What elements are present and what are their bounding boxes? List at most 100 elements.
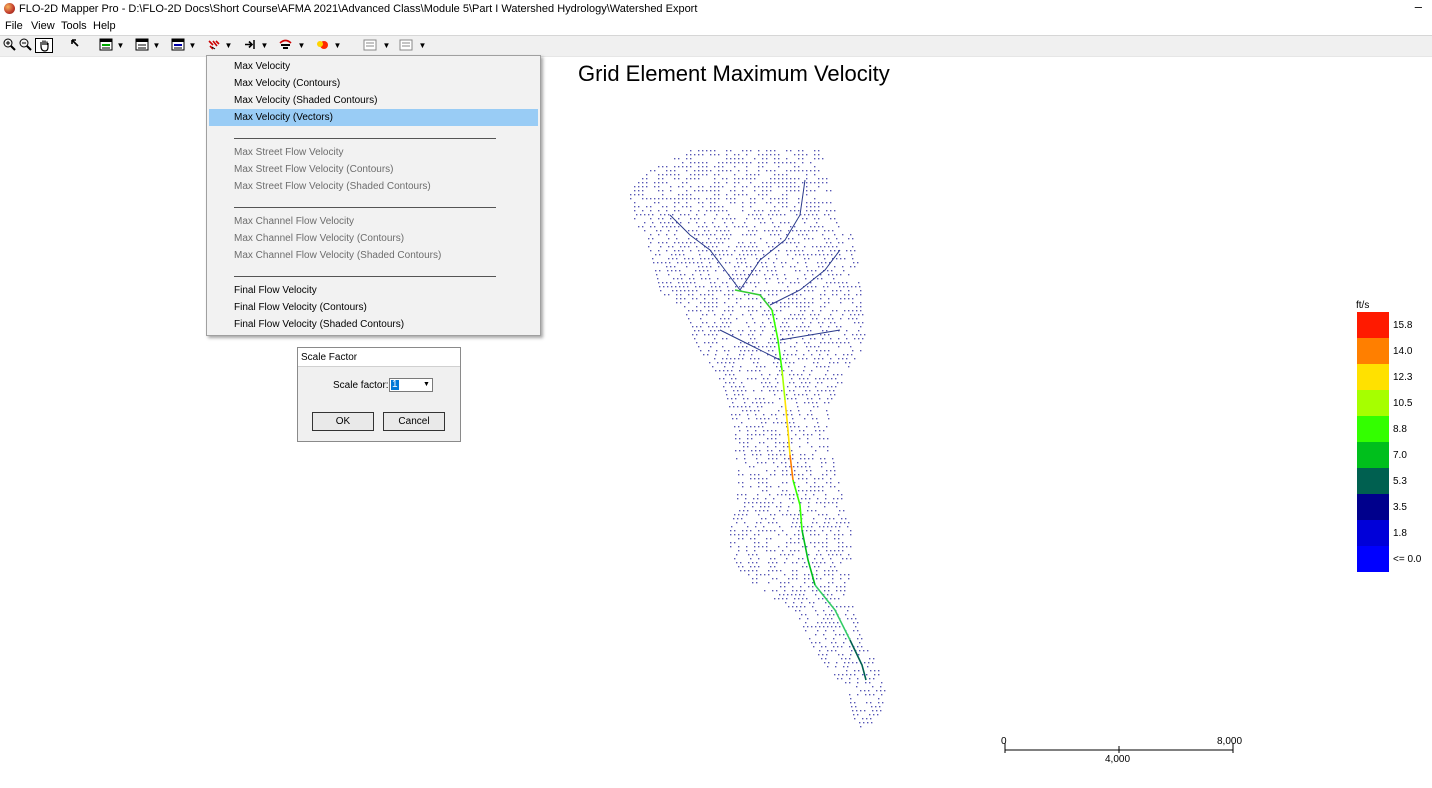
window-title: FLO-2D Mapper Pro - D:\FLO-2D Docs\Short… (19, 3, 698, 15)
menu-item-max-street-flow-velocity-contours: Max Street Flow Velocity (Contours) (234, 164, 394, 175)
scale-bar: 0 4,000 8,000 (995, 733, 1255, 773)
velocity-legend: ft/s 15.8 14.0 12.3 10.5 8.8 7.0 5.3 3.5 1.8 <= 0… (1356, 300, 1426, 575)
hazard-icon[interactable] (278, 38, 293, 53)
tributary-line (739, 179, 806, 291)
title-bar: FLO-2D Mapper Pro - D:\FLO-2D Docs\Short… (0, 0, 1432, 18)
menu-item-max-street-flow-velocity: Max Street Flow Velocity (234, 147, 344, 158)
channel-segment (792, 479, 803, 531)
scale-factor-value[interactable]: 1 (391, 379, 399, 390)
menu-item-max-channel-flow-velocity-shaded-contours: Max Channel Flow Velocity (Shaded Contou… (234, 250, 442, 261)
pan-hand-icon[interactable] (35, 38, 53, 53)
menu-item-max-channel-flow-velocity: Max Channel Flow Velocity (234, 216, 355, 227)
compare-2-icon (399, 38, 414, 53)
channel-segment (771, 309, 783, 371)
channel-segment (734, 289, 773, 311)
legend-swatch (1357, 520, 1389, 546)
legend-swatch (1357, 546, 1389, 572)
menu-item-max-velocity-shaded-contours[interactable]: Max Velocity (Shaded Contours) (234, 95, 378, 106)
velocity-dropdown-arrow[interactable]: ▼ (224, 41, 233, 50)
legend-swatch (1357, 468, 1389, 494)
legend-swatch (1357, 312, 1389, 338)
compare-dropdown-arrow: ▼ (382, 41, 391, 50)
cancel-button[interactable]: Cancel (383, 412, 445, 431)
menu-help[interactable]: Help (93, 20, 116, 32)
scale-tick-0: 0 (1001, 736, 1007, 747)
menu-item-max-velocity-contours[interactable]: Max Velocity (Contours) (234, 78, 341, 89)
menu-item-max-velocity-vectors[interactable]: Max Velocity (Vectors) (209, 109, 538, 126)
legend-label: <= 0.0 (1393, 554, 1422, 565)
legend-swatch (1357, 364, 1389, 390)
menu-file[interactable]: File (5, 20, 23, 32)
channel-segment (784, 399, 791, 456)
grid-elements (630, 150, 886, 728)
tributary-line (779, 329, 841, 341)
legend-label: 15.8 (1393, 320, 1413, 331)
velocity-icon[interactable] (206, 38, 221, 53)
zoom-out-icon[interactable] (18, 38, 33, 53)
ok-button[interactable]: OK (312, 412, 374, 431)
legend-label: 1.8 (1393, 528, 1407, 539)
tributary-line (719, 329, 781, 361)
scale-bar-line (1004, 743, 1234, 753)
toolbar: ▼ ▼ ▼ ▼ ▼ ▼ ▼ ▼ ▼ (0, 35, 1432, 57)
tributary-line (669, 214, 741, 291)
dialog-title: Scale Factor (298, 348, 460, 367)
menu-separator (234, 138, 496, 139)
scale-tick-8000: 8,000 (1217, 736, 1243, 747)
hazard-dropdown-arrow[interactable]: ▼ (297, 41, 306, 50)
legend-swatch (1357, 416, 1389, 442)
velocity-dropdown-menu: Max Velocity Max Velocity (Contours) Max… (206, 55, 541, 336)
legend-swatch (1357, 494, 1389, 520)
channel-segment (781, 369, 786, 401)
menu-item-max-channel-flow-velocity-contours: Max Channel Flow Velocity (Contours) (234, 233, 405, 244)
legend-unit: ft/s (1356, 300, 1370, 311)
legend-label: 12.3 (1393, 372, 1413, 383)
minimize-button[interactable]: – (1414, 0, 1422, 14)
ground-dropdown-arrow[interactable]: ▼ (152, 41, 161, 50)
channel-segment (801, 529, 816, 586)
compare-2-dropdown-arrow: ▼ (418, 41, 427, 50)
menu-view[interactable]: View (31, 20, 55, 32)
menu-item-final-flow-velocity[interactable]: Final Flow Velocity (234, 285, 317, 296)
legend-label: 10.5 (1393, 398, 1413, 409)
map-title: Grid Element Maximum Velocity (578, 61, 890, 86)
legend-label: 7.0 (1393, 450, 1407, 461)
legend-swatch (1357, 338, 1389, 364)
legend-label: 8.8 (1393, 424, 1407, 435)
color-dropdown-arrow[interactable]: ▼ (333, 41, 342, 50)
grid-element-dropdown-arrow[interactable]: ▼ (116, 41, 125, 50)
legend-swatch (1357, 442, 1389, 468)
depth-dropdown-arrow[interactable]: ▼ (188, 41, 197, 50)
export-dropdown-arrow[interactable]: ▼ (260, 41, 269, 50)
pointer-icon[interactable] (68, 38, 83, 53)
channel-segment (849, 639, 867, 681)
depth-icon[interactable] (170, 38, 185, 53)
menu-separator (234, 207, 496, 208)
color-icon[interactable] (315, 38, 330, 53)
legend-label: 3.5 (1393, 502, 1407, 513)
menu-item-final-flow-velocity-shaded-contours[interactable]: Final Flow Velocity (Shaded Contours) (234, 319, 405, 330)
legend-swatch (1357, 390, 1389, 416)
grid-element-icon[interactable] (98, 38, 113, 53)
menu-tools[interactable]: Tools (61, 20, 87, 32)
scale-factor-label: Scale factor: (333, 380, 389, 391)
scale-factor-combo[interactable]: 1 ▼ (389, 378, 433, 392)
export-arrow-icon[interactable] (242, 38, 257, 53)
menu-item-final-flow-velocity-contours[interactable]: Final Flow Velocity (Contours) (234, 302, 367, 313)
menu-bar: File View Tools Help (0, 18, 1432, 34)
chevron-down-icon[interactable]: ▼ (423, 381, 430, 388)
scale-tick-4000: 4,000 (1105, 754, 1131, 765)
ground-icon[interactable] (134, 38, 149, 53)
compare-icon (363, 38, 378, 53)
menu-item-max-velocity[interactable]: Max Velocity (234, 61, 291, 72)
zoom-in-icon[interactable] (2, 38, 17, 53)
channel-segment (789, 454, 794, 481)
legend-label: 14.0 (1393, 346, 1413, 357)
menu-separator (234, 276, 496, 277)
legend-label: 5.3 (1393, 476, 1407, 487)
tributary-line (769, 249, 841, 306)
channel-segment (814, 584, 851, 641)
scale-factor-dialog: Scale Factor Scale factor: 1 ▼ OK Cancel (297, 347, 461, 442)
app-logo-icon (4, 3, 15, 14)
